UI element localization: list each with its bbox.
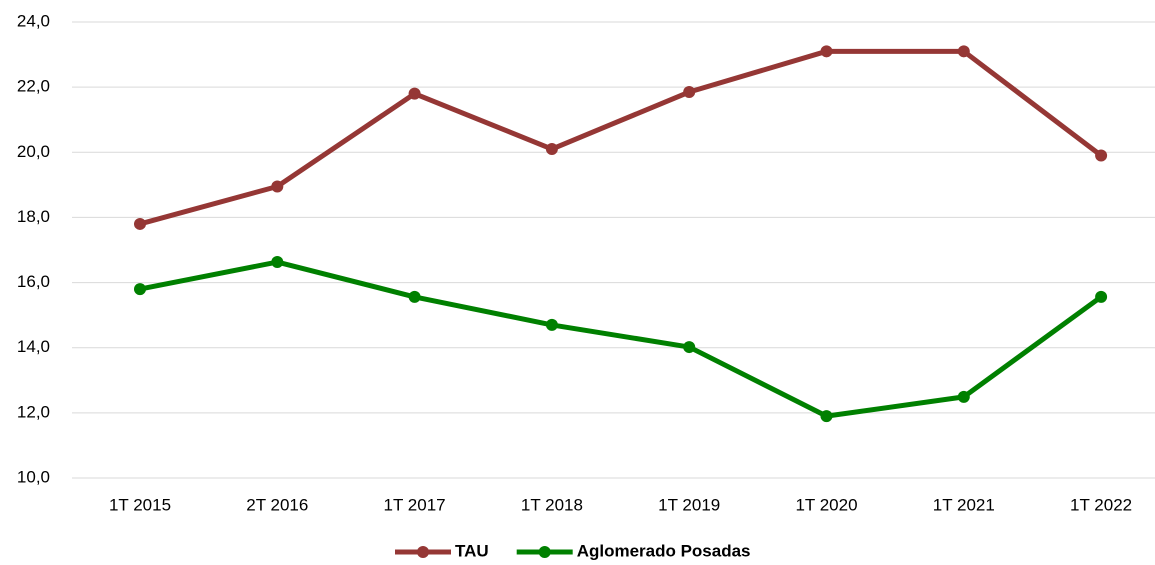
data-point xyxy=(408,87,421,100)
data-point xyxy=(545,143,558,156)
y-tick-label: 22,0 xyxy=(17,77,50,96)
series-line xyxy=(139,48,1103,227)
data-point xyxy=(1095,149,1108,162)
x-tick-label: 1T 2021 xyxy=(933,495,995,514)
data-point xyxy=(408,290,421,303)
y-tick-label: 24,0 xyxy=(17,11,50,30)
legend-marker xyxy=(538,546,551,558)
y-tick-label: 20,0 xyxy=(17,142,50,161)
x-tick-label: 1T 2020 xyxy=(795,495,857,514)
y-tick-label: 14,0 xyxy=(17,337,50,356)
data-point xyxy=(134,217,146,230)
data-point xyxy=(271,180,284,193)
x-tick-label: 1T 2018 xyxy=(521,495,583,514)
y-tick-label: 12,0 xyxy=(17,402,50,421)
data-point xyxy=(683,341,696,354)
data-point xyxy=(545,318,558,331)
x-tick-label: 1T 2022 xyxy=(1070,495,1132,514)
x-tick-label: 1T 2015 xyxy=(109,495,171,514)
legend-label: TAU xyxy=(455,541,489,560)
x-tick-label: 1T 2017 xyxy=(384,495,446,514)
y-tick-label: 16,0 xyxy=(17,272,50,291)
data-point xyxy=(820,45,833,58)
x-tick-label: 1T 2019 xyxy=(658,495,720,514)
legend-marker xyxy=(417,546,429,558)
data-point xyxy=(683,86,696,99)
legend-label: Aglomerado Posadas xyxy=(577,541,751,560)
data-point xyxy=(1095,290,1108,303)
x-tick-label: 2T 2016 xyxy=(246,495,308,514)
y-tick-label: 18,0 xyxy=(17,207,50,226)
series-line xyxy=(139,259,1103,419)
data-point xyxy=(271,256,284,269)
data-point xyxy=(134,283,146,296)
data-point xyxy=(957,45,970,58)
data-point xyxy=(820,410,833,423)
y-tick-label: 10,0 xyxy=(17,467,50,486)
data-point xyxy=(957,390,970,403)
